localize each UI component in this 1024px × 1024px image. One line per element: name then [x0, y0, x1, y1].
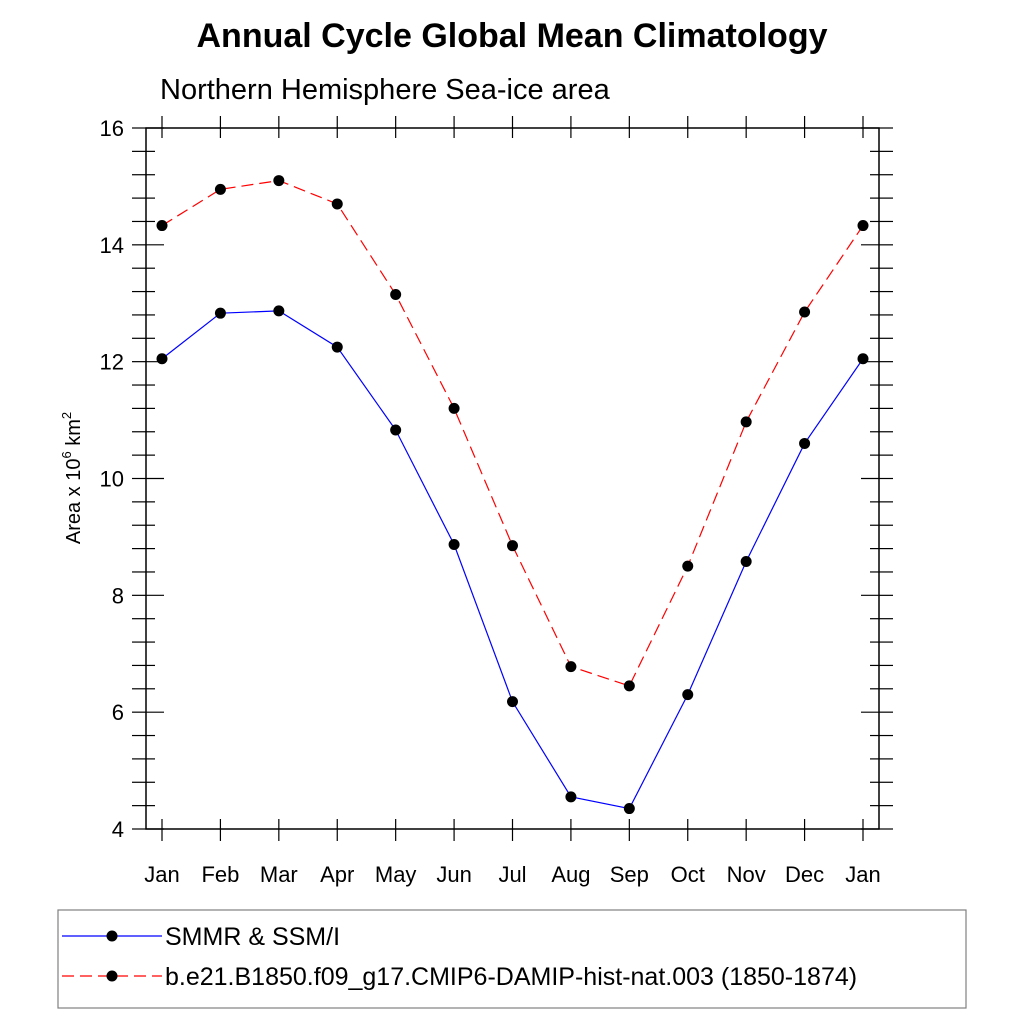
- series-0-point: [565, 791, 577, 803]
- legend-items: SMMR & SSM/I b.e21.B1850.f09_g17.CMIP6-DA…: [62, 923, 857, 991]
- series-0-point: [214, 307, 226, 319]
- series-1-point: [214, 183, 226, 195]
- series-0-point: [156, 353, 168, 365]
- series-0-point: [390, 424, 402, 436]
- x-tick-label: Jun: [436, 862, 471, 887]
- series-line-0: [161, 310, 864, 810]
- legend-label-1: b.e21.B1850.f09_g17.CMIP6-DAMIP-hist-nat…: [165, 963, 857, 991]
- plot-area: Jan Feb Mar Apr May Jun Jul Aug Sep Oct Nov Dec Jan …: [100, 116, 893, 887]
- series-1-point: [682, 560, 694, 572]
- y-tick-label: 4: [112, 817, 124, 842]
- series-0-point: [448, 539, 460, 551]
- series-0-point: [857, 353, 869, 365]
- legend: SMMR & SSM/I b.e21.B1850.f09_g17.CMIP6-DA…: [57, 909, 967, 1009]
- x-tick-label: Jul: [498, 862, 526, 887]
- series-1-point: [565, 661, 577, 673]
- x-tick-label: Jan: [144, 862, 179, 887]
- chart-title: Annual Cycle Global Mean Climatology: [197, 17, 828, 55]
- series-0-point: [740, 555, 752, 567]
- series-1-point: [273, 175, 285, 187]
- series-1-point: [799, 306, 811, 318]
- series-0-point: [799, 437, 811, 449]
- plot-frame: [145, 127, 880, 830]
- y-axis-labels: 4 6 8 10 12 14 16: [100, 116, 124, 842]
- legend-label-0: SMMR & SSM/I: [165, 923, 340, 951]
- series-line-1: [161, 179, 864, 687]
- x-tick-label: Aug: [551, 862, 590, 887]
- x-axis-labels: Jan Feb Mar Apr May Jun Jul Aug Sep Oct Nov Dec Jan: [144, 862, 880, 887]
- series-0-point: [682, 689, 694, 701]
- x-tick-label: Dec: [785, 862, 824, 887]
- series-0-point: [623, 803, 635, 815]
- series-layer: [156, 175, 869, 815]
- series-1-point: [623, 680, 635, 692]
- legend-marker-1: [106, 970, 118, 982]
- legend-marker-0: [106, 930, 118, 942]
- x-tick-label: May: [375, 862, 417, 887]
- x-tick-label: Feb: [201, 862, 239, 887]
- x-tick-label: Sep: [610, 862, 649, 887]
- series-1-point: [156, 220, 168, 232]
- y-tick-label: 6: [112, 700, 124, 725]
- y-tick-label: 12: [100, 350, 124, 375]
- x-tick-label: Apr: [320, 862, 354, 887]
- y-axis-label: Area x 106 km2: [59, 412, 85, 544]
- y-tick-label: 10: [100, 467, 124, 492]
- y-tick-label: 14: [100, 233, 124, 258]
- series-1-point: [331, 198, 343, 210]
- series-1-point: [740, 416, 752, 428]
- x-tick-label: Nov: [727, 862, 766, 887]
- series-1-point: [507, 540, 518, 552]
- series-0-point: [273, 305, 285, 317]
- x-tick-label: Oct: [671, 862, 705, 887]
- chart-subtitle: Northern Hemisphere Sea-ice area: [160, 74, 611, 106]
- y-tick-label: 16: [100, 116, 124, 141]
- x-axis-ticks: [161, 116, 864, 841]
- x-tick-label: Jan: [845, 862, 880, 887]
- series-0-point: [507, 696, 518, 708]
- series-1-point: [857, 220, 869, 232]
- x-tick-label: Mar: [260, 862, 298, 887]
- series-0-point: [331, 341, 343, 353]
- y-axis-ticks: [132, 127, 893, 830]
- series-1-point: [448, 402, 460, 414]
- series-1-point: [390, 288, 402, 300]
- legend-box: [57, 909, 967, 1009]
- y-tick-label: 8: [112, 583, 124, 608]
